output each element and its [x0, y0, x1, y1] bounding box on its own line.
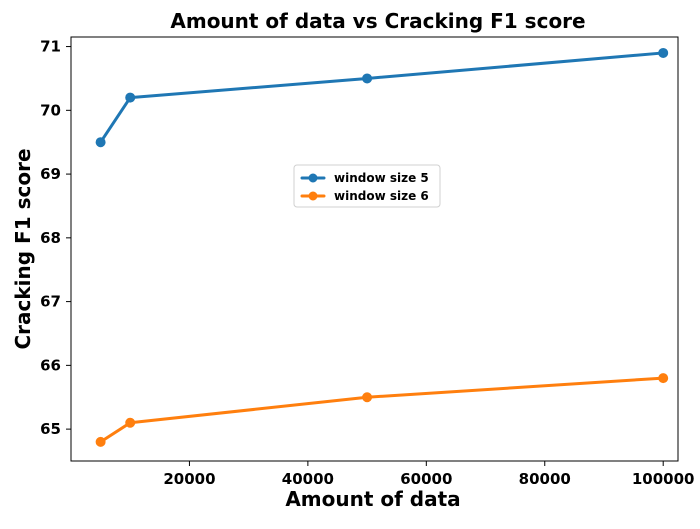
- series-1-point-1: [125, 417, 136, 428]
- plot-frame: [70, 36, 679, 462]
- series-1-point-0: [95, 436, 106, 447]
- y-tick-label-4: 69: [40, 165, 61, 183]
- y-axis: 65 66 67 68 69 70 71: [40, 38, 71, 438]
- y-tick-label-0: 65: [40, 420, 61, 438]
- chart-title: Amount of data vs Cracking F1 score: [170, 9, 585, 33]
- series-line-1: [99, 376, 665, 444]
- series-1-point-3: [658, 373, 669, 384]
- y-tick-label-1: 66: [40, 356, 61, 374]
- series-0-point-0: [95, 137, 106, 148]
- legend-label-0: window size 5: [334, 171, 429, 185]
- legend-marker-0: [308, 173, 318, 183]
- series-0-point-1: [125, 92, 136, 103]
- y-tick-label-3: 68: [40, 229, 61, 247]
- x-axis: 20000 40000 60000 80000 100000: [163, 461, 695, 488]
- x-tick-label-3: 80000: [519, 470, 571, 488]
- legend-marker-1: [308, 191, 318, 201]
- x-tick-label-4: 100000: [632, 470, 695, 488]
- series-layer: [95, 47, 669, 447]
- x-tick-label-0: 20000: [163, 470, 215, 488]
- x-axis-label: Amount of data: [285, 487, 460, 511]
- y-tick-label-6: 71: [40, 38, 61, 56]
- series-0-point-2: [362, 73, 373, 84]
- legend-box: [293, 164, 441, 208]
- series-0-point-3: [658, 47, 669, 58]
- y-tick-label-2: 67: [40, 293, 61, 311]
- series-line-0: [99, 51, 665, 144]
- x-tick-label-2: 60000: [400, 470, 452, 488]
- y-axis-label: Cracking F1 score: [11, 148, 35, 349]
- legend: window size 5 window size 6: [293, 164, 441, 208]
- y-tick-label-5: 70: [40, 101, 61, 119]
- legend-label-1: window size 6: [334, 189, 429, 203]
- series-1-point-2: [362, 392, 373, 403]
- x-tick-label-1: 40000: [282, 470, 334, 488]
